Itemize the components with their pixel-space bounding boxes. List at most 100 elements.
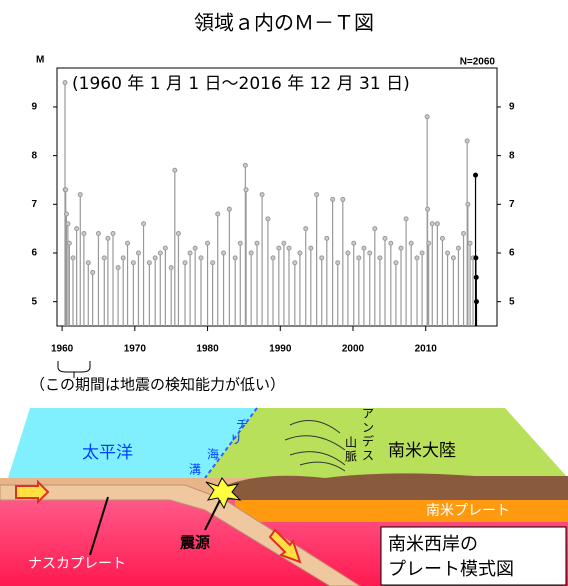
point xyxy=(193,246,197,250)
point xyxy=(399,246,403,250)
point xyxy=(446,251,450,255)
point xyxy=(357,256,361,260)
point xyxy=(451,256,455,260)
point xyxy=(277,246,281,250)
point xyxy=(260,193,264,197)
point xyxy=(325,236,329,240)
point xyxy=(116,266,120,270)
point xyxy=(271,256,275,260)
point xyxy=(126,241,130,245)
point xyxy=(163,246,167,250)
point xyxy=(435,222,439,226)
point xyxy=(121,256,125,260)
x-tick-label: 1990 xyxy=(269,344,292,355)
point xyxy=(82,232,86,236)
point xyxy=(426,207,430,211)
point xyxy=(474,275,478,279)
point xyxy=(420,251,424,255)
point xyxy=(468,241,472,245)
point xyxy=(465,139,469,143)
point xyxy=(211,261,215,265)
sa-plate-band xyxy=(235,500,568,522)
point xyxy=(331,197,335,201)
x-tick-label: 2010 xyxy=(415,344,438,355)
point xyxy=(176,232,180,236)
continent-label: 南米大陸 xyxy=(388,441,456,461)
trench-label: 海 xyxy=(207,447,219,462)
point xyxy=(153,256,157,260)
page: 領域ａ内のＭ－Ｔ図 M N=2060 556677889919601970198… xyxy=(0,0,568,586)
point xyxy=(131,261,135,265)
point xyxy=(183,261,187,265)
caption: 南米西岸の xyxy=(388,534,478,555)
point xyxy=(362,246,366,250)
point xyxy=(466,202,470,206)
point xyxy=(427,241,431,245)
point xyxy=(474,300,478,304)
point xyxy=(415,256,419,260)
point xyxy=(282,241,286,245)
mountain-label: デ xyxy=(362,434,374,449)
point xyxy=(287,246,291,250)
point xyxy=(298,251,302,255)
point xyxy=(293,261,297,265)
period-label: (1960 年 1 月 1 日～2016 年 12 月 31 日) xyxy=(72,74,410,94)
point xyxy=(78,193,82,197)
point xyxy=(389,241,393,245)
point xyxy=(249,251,253,255)
mountain-label: ア xyxy=(362,407,374,421)
nazca-label: ナスカプレート xyxy=(28,556,126,572)
point xyxy=(102,256,106,260)
point xyxy=(368,251,372,255)
trench-label: チ xyxy=(236,418,248,432)
y-tick-label: 9 xyxy=(509,102,515,113)
point xyxy=(222,251,226,255)
trench-label: リ xyxy=(230,433,242,447)
x-tick-label: 1980 xyxy=(196,344,219,355)
y-tick-label: 5 xyxy=(31,296,37,307)
point xyxy=(462,232,466,236)
mountain-label: 脈 xyxy=(345,450,357,464)
point xyxy=(106,236,110,240)
continent xyxy=(205,408,568,478)
point xyxy=(320,256,324,260)
ocean-label: 太平洋 xyxy=(82,443,133,463)
point xyxy=(147,261,151,265)
point xyxy=(169,266,173,270)
point xyxy=(404,217,408,221)
point xyxy=(158,251,162,255)
point xyxy=(309,246,313,250)
point xyxy=(378,256,382,260)
point xyxy=(409,241,413,245)
point xyxy=(64,188,68,192)
y-tick-label: 8 xyxy=(509,150,515,161)
y-tick-label: 8 xyxy=(31,150,37,161)
y-tick-label: 7 xyxy=(31,199,37,210)
point xyxy=(238,241,242,245)
point xyxy=(394,261,398,265)
y-tick-label: 7 xyxy=(509,199,515,210)
point xyxy=(91,270,95,274)
point xyxy=(440,236,444,240)
point xyxy=(243,163,247,167)
point xyxy=(227,207,231,211)
point xyxy=(383,236,387,240)
point xyxy=(86,261,90,265)
point xyxy=(352,241,356,245)
chart-title: 領域ａ内のＭ－Ｔ図 xyxy=(194,11,374,35)
point xyxy=(142,222,146,226)
mountain-label: 山 xyxy=(345,436,357,450)
point xyxy=(71,256,75,260)
caption: プレート模式図 xyxy=(388,559,514,580)
point xyxy=(136,251,140,255)
trench-label: 溝 xyxy=(189,463,201,477)
note: （この期間は地震の検知能力が低い） xyxy=(30,376,285,394)
point xyxy=(425,115,429,119)
point xyxy=(315,193,319,197)
point xyxy=(304,227,308,231)
point xyxy=(373,227,377,231)
point xyxy=(96,232,100,236)
point xyxy=(75,227,79,231)
point xyxy=(64,212,68,216)
point xyxy=(266,217,270,221)
